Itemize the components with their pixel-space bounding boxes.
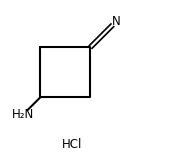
Text: H₂N: H₂N bbox=[12, 108, 34, 121]
Text: N: N bbox=[112, 15, 121, 28]
Text: HCl: HCl bbox=[62, 138, 82, 151]
